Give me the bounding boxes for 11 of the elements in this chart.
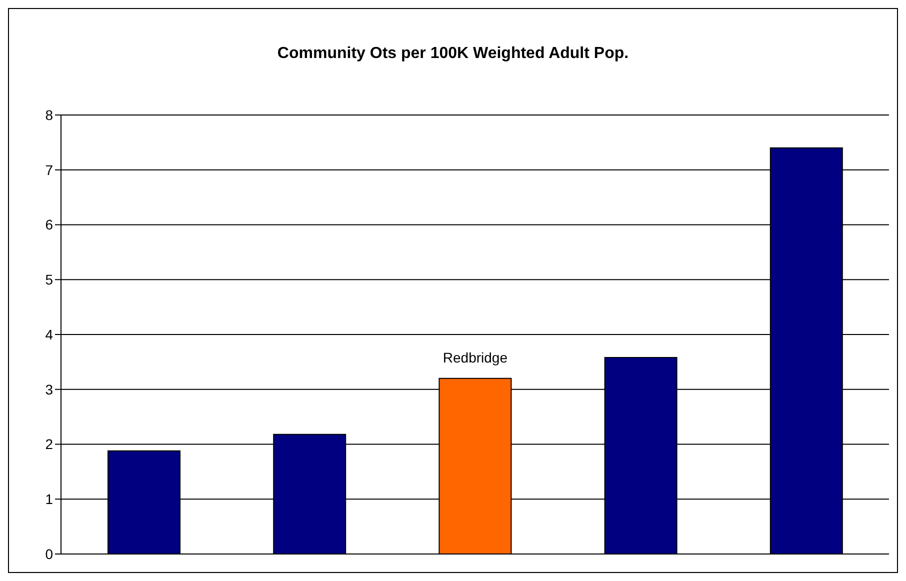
- y-tick-label: 8: [45, 106, 54, 123]
- chart-title: Community Ots per 100K Weighted Adult Pop.: [276, 45, 630, 63]
- y-tick-label: 1: [45, 491, 54, 508]
- annotation: Redbridge: [442, 349, 508, 366]
- y-tick-label: 3: [45, 381, 54, 398]
- y-tick-label: 2: [45, 436, 54, 452]
- y-tick-label: 6: [45, 216, 54, 233]
- y-tick-label: 4: [45, 326, 54, 342]
- y-tick-label: 0: [45, 546, 54, 562]
- y-tick-label: 7: [45, 162, 54, 178]
- y-tick-label: 5: [45, 272, 54, 288]
